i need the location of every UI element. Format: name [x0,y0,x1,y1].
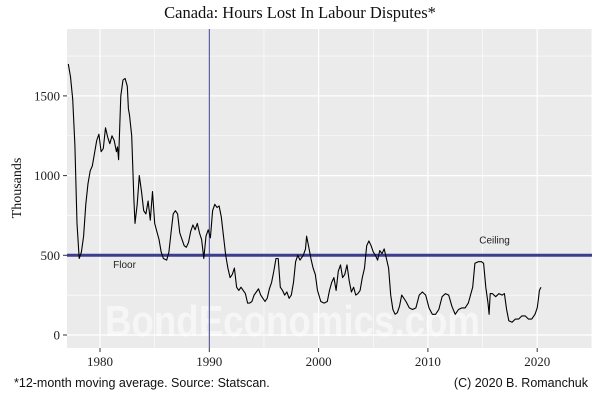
y-tick-label: 1000 [34,168,60,183]
y-axis: 0 500 1000 1500 [34,88,67,343]
y-tick-label: 1500 [34,88,60,103]
watermark-text: BondEconomics.com [105,297,480,346]
annotation-label: Floor [113,260,136,271]
annotation-label: Ceiling [479,235,510,246]
x-tick-label: 2000 [306,354,332,369]
y-axis-label: Thousands [10,158,25,219]
x-tick-label: 2010 [415,354,441,369]
reference-lines [67,29,592,348]
chart-title: Canada: Hours Lost In Labour Disputes* [164,3,436,22]
x-tick-label: 1990 [196,354,222,369]
footnote-source: *12-month moving average. Source: Statsc… [14,376,270,390]
x-axis: 1980 1990 2000 2010 2020 [87,348,550,369]
data-line [67,63,542,323]
y-tick-label: 0 [54,328,61,343]
chart-annotations: Floor Ceiling [113,235,510,271]
y-tick-label: 500 [41,248,61,263]
copyright-credit: (C) 2020 B. Romanchuk [453,376,588,390]
minor-gridlines [67,29,593,348]
x-tick-label: 2020 [524,354,550,369]
x-tick-label: 1980 [87,354,113,369]
